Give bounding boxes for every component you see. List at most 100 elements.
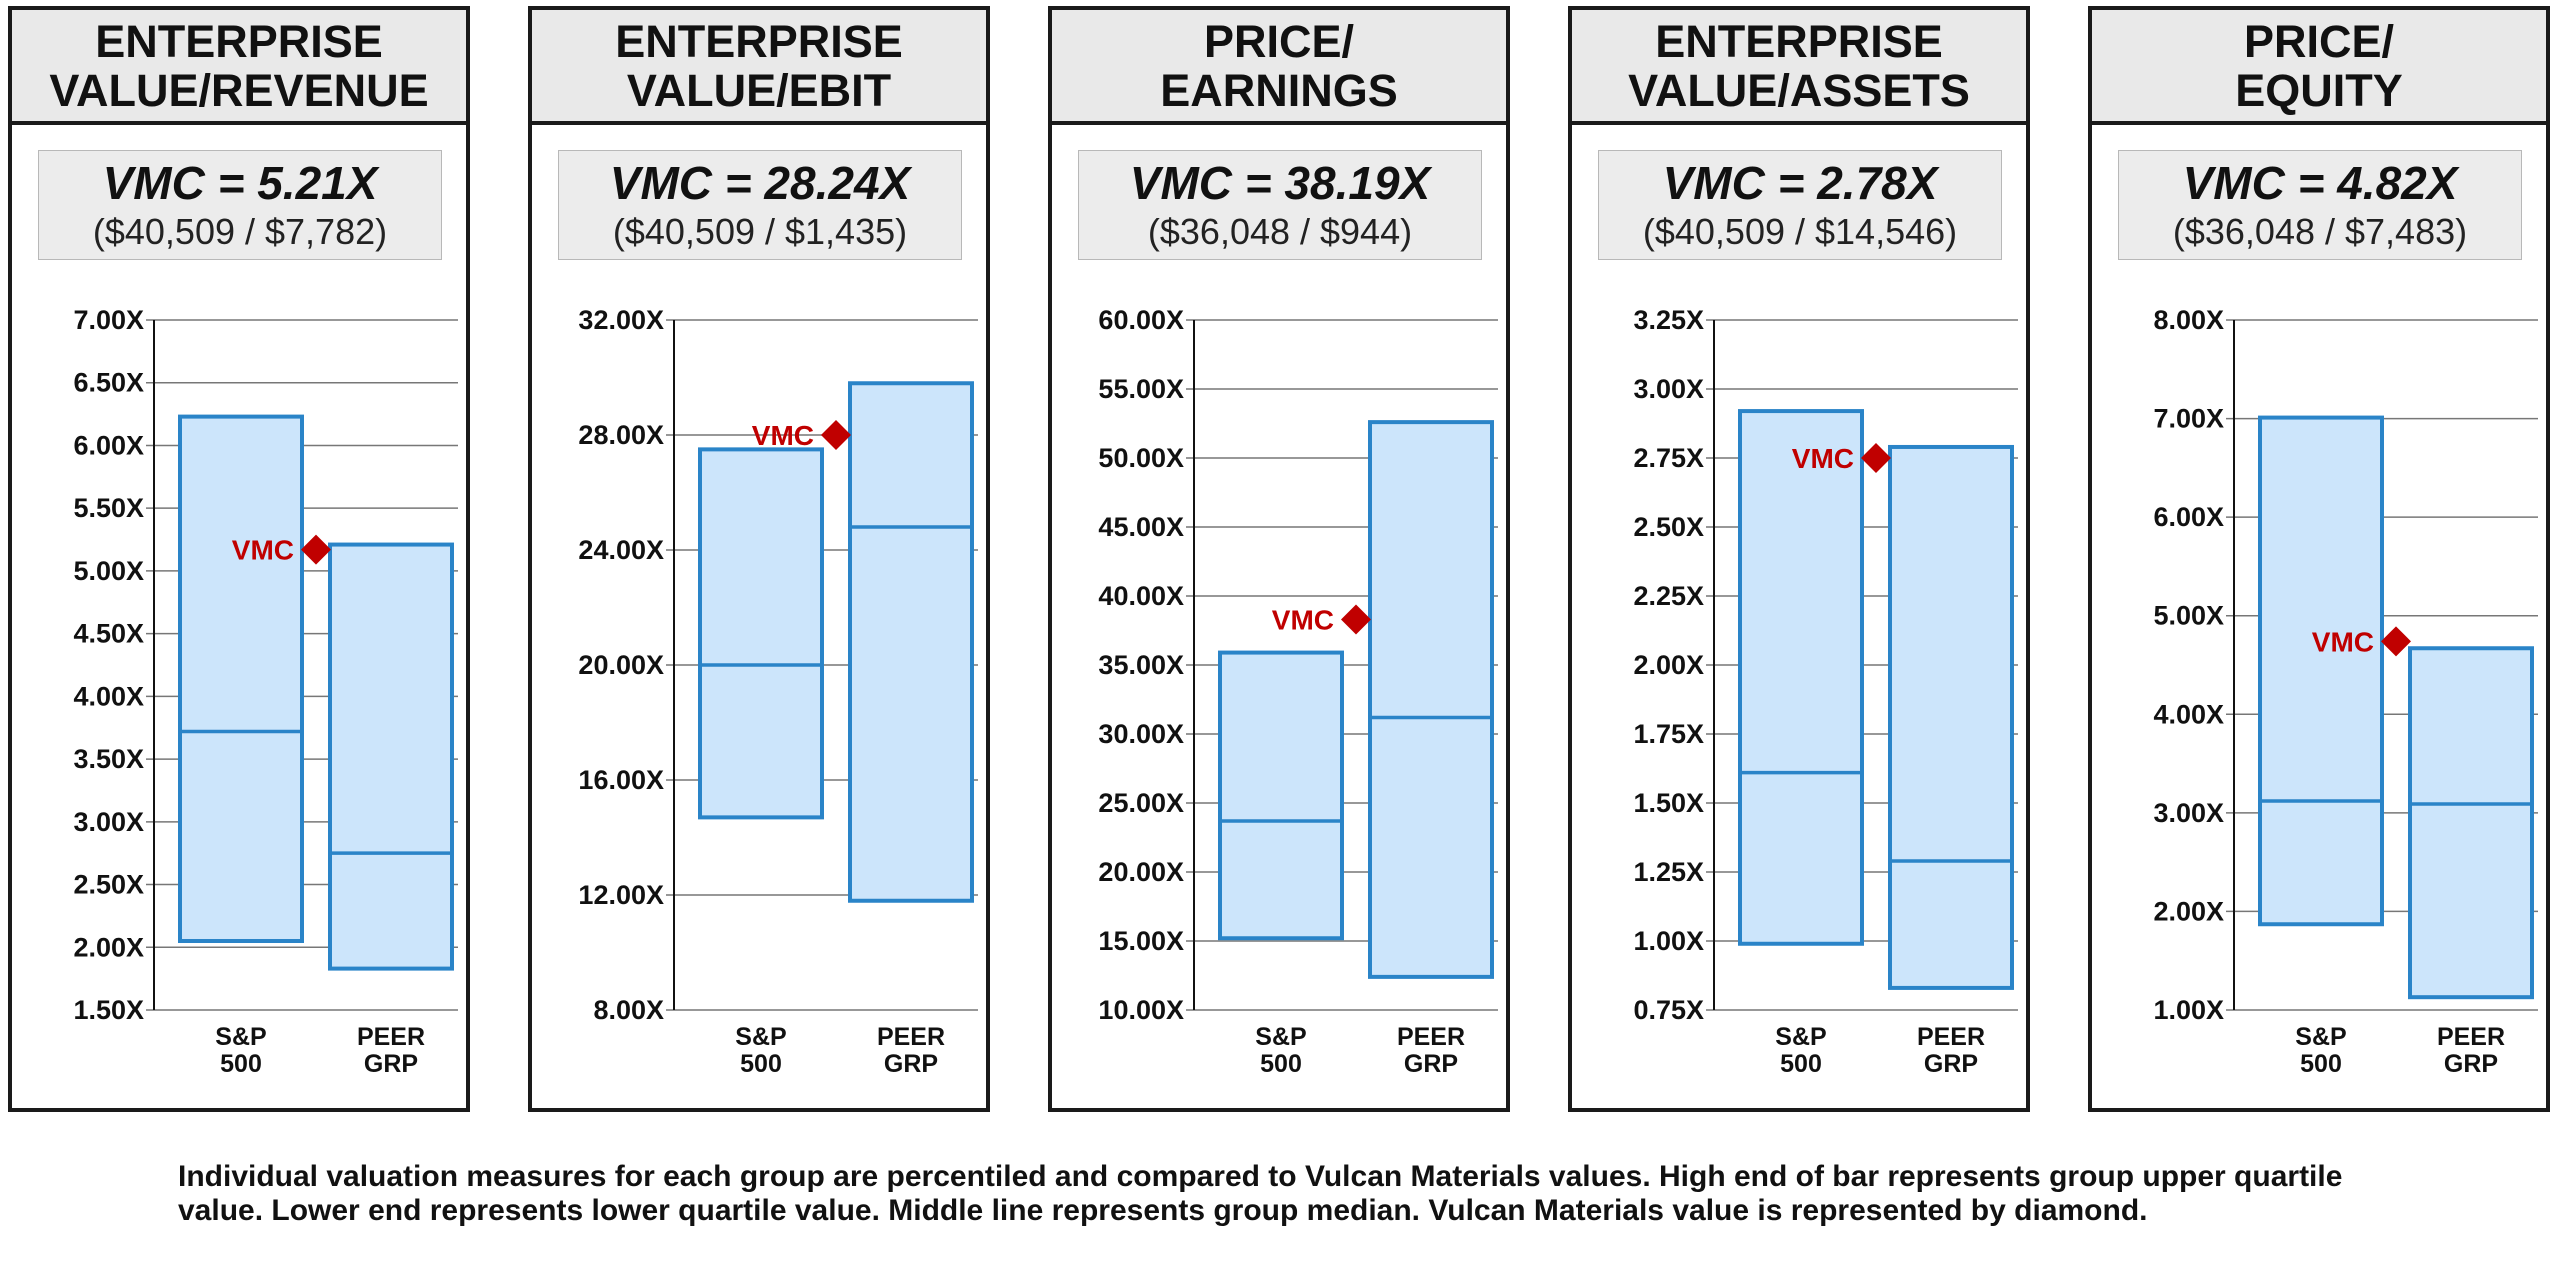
y-tick-label: 4.50X	[73, 619, 144, 649]
valuation-panel: ENTERPRISE VALUE/ASSETS VMC = 2.78X ($40,50…	[1568, 6, 2030, 1112]
y-tick-label: 15.00X	[1098, 926, 1184, 956]
y-tick-label: 1.75X	[1633, 719, 1704, 749]
y-tick-label: 12.00X	[578, 880, 664, 910]
quartile-bar	[328, 542, 454, 971]
y-tick-label: 2.00X	[2153, 896, 2224, 926]
panel-title: PRICE/EARNINGS	[1052, 10, 1506, 125]
y-tick-label: 5.50X	[73, 493, 144, 523]
y-tick-label: 5.00X	[73, 556, 144, 586]
box-chart: 0.75X 1.00X 1.25X 1.50X 1.75X 2.00X 2.25X 2.50X…	[1633, 305, 2018, 1078]
vmc-marker-label: VMC	[752, 420, 814, 451]
y-tick-label: 55.00X	[1098, 374, 1184, 404]
panel-title-line: PRICE/	[1203, 15, 1355, 67]
y-tick-label: 3.00X	[73, 807, 144, 837]
y-tick-label: 2.25X	[1633, 581, 1704, 611]
vmc-diamond-marker	[1341, 604, 1371, 635]
y-tick-label: 8.00X	[2153, 305, 2224, 335]
y-tick-label: 35.00X	[1098, 650, 1184, 680]
vmc-ratio-box: VMC = 2.78X ($40,509 / $14,546)	[1598, 150, 2002, 260]
panel-title: ENTERPRISE VALUE/ASSETS	[1572, 10, 2026, 125]
quartile-bar	[1218, 650, 1344, 941]
y-tick-label: 4.00X	[2153, 699, 2224, 729]
vmc-ratio-box: VMC = 38.19X ($36,048 / $944)	[1078, 150, 1482, 260]
y-tick-label: 2.75X	[1633, 443, 1704, 473]
y-tick-label: 1.50X	[73, 995, 144, 1025]
quartile-bar	[1888, 444, 2014, 990]
category-label: GRP	[1924, 1050, 1978, 1078]
category-label: 500	[1260, 1050, 1302, 1078]
y-tick-label: 2.00X	[1633, 650, 1704, 680]
vmc-ratio: VMC = 4.82X	[2182, 157, 2458, 209]
y-tick-label: 4.00X	[73, 681, 144, 711]
y-tick-label: 10.00X	[1098, 995, 1184, 1025]
y-tick-label: 2.50X	[1633, 512, 1704, 542]
y-tick-label: 1.50X	[1633, 788, 1704, 818]
y-tick-label: 6.50X	[73, 368, 144, 398]
box-chart: 10.00X 15.00X 20.00X 25.00X 30.00X 35.00X 40.0…	[1098, 305, 1498, 1078]
category-label: GRP	[364, 1050, 418, 1078]
y-tick-label: 20.00X	[578, 650, 664, 680]
y-tick-label: 1.00X	[2153, 995, 2224, 1025]
y-tick-label: 8.00X	[593, 995, 664, 1025]
vmc-marker-label: VMC	[1272, 604, 1334, 635]
quartile-bar	[698, 447, 824, 820]
category-label: PEER	[357, 1023, 425, 1051]
vmc-ratio: VMC = 38.19X	[1129, 157, 1431, 209]
vmc-diamond-marker	[821, 420, 851, 450]
box-chart: 8.00X 12.00X 16.00X 20.00X 24.00X 28.00X 32.00…	[578, 305, 978, 1078]
quartile-bar	[2408, 646, 2534, 1000]
valuation-panel: PRICE/EARNINGS VMC = 38.19X ($36,048 / $94…	[1048, 6, 1510, 1112]
vmc-marker-label: VMC	[2312, 626, 2374, 657]
panel-title-line: VALUE/ASSETS	[1628, 64, 1970, 116]
category-label: 500	[2300, 1050, 2342, 1078]
category-label: S&P	[2295, 1023, 2346, 1051]
category-label: S&P	[1255, 1023, 1306, 1051]
vmc-ratio-box: VMC = 28.24X ($40,509 / $1,435)	[558, 150, 962, 260]
vmc-diamond-marker	[1861, 443, 1891, 473]
vmc-diamond-marker	[2381, 626, 2411, 657]
category-label: PEER	[1397, 1023, 1465, 1051]
y-tick-label: 20.00X	[1098, 857, 1184, 887]
vmc-ratio-box: VMC = 4.82X ($36,048 / $7,483)	[2118, 150, 2522, 260]
category-label: GRP	[1404, 1050, 1458, 1078]
footnote: Individual valuation measures for each g…	[178, 1160, 2343, 1227]
y-tick-label: 3.25X	[1633, 305, 1704, 335]
panel-title: ENTERPRISE VALUE/EBIT	[532, 10, 986, 125]
y-tick-label: 3.00X	[2153, 798, 2224, 828]
vmc-ratio-box: VMC = 5.21X ($40,509 / $7,782)	[38, 150, 442, 260]
y-tick-label: 25.00X	[1098, 788, 1184, 818]
vmc-calculation: ($36,048 / $7,483)	[2172, 211, 2468, 252]
vmc-calculation: ($40,509 / $14,546)	[1642, 211, 1958, 252]
vmc-calculation: ($40,509 / $1,435)	[612, 211, 908, 252]
vmc-ratio: VMC = 5.21X	[102, 157, 378, 209]
category-label: S&P	[1775, 1023, 1826, 1051]
category-label: 500	[220, 1050, 262, 1078]
y-tick-label: 6.00X	[73, 430, 144, 460]
panel-title-line: PRICE/	[2243, 15, 2395, 67]
category-label: 500	[740, 1050, 782, 1078]
category-label: PEER	[2437, 1023, 2505, 1051]
category-label: S&P	[735, 1023, 786, 1051]
panel-title-line: EQUITY	[2235, 64, 2403, 116]
panel-title: PRICE/EQUITY	[2092, 10, 2546, 125]
y-tick-label: 7.00X	[73, 305, 144, 335]
category-label: PEER	[877, 1023, 945, 1051]
y-tick-label: 60.00X	[1098, 305, 1184, 335]
y-tick-label: 45.00X	[1098, 512, 1184, 542]
y-tick-label: 6.00X	[2153, 502, 2224, 532]
y-tick-label: 16.00X	[578, 765, 664, 795]
category-label: S&P	[215, 1023, 266, 1051]
vmc-diamond-marker	[301, 534, 331, 565]
y-tick-label: 28.00X	[578, 420, 664, 450]
y-tick-label: 32.00X	[578, 305, 664, 335]
vmc-ratio: VMC = 28.24X	[609, 157, 911, 209]
y-tick-label: 2.50X	[73, 870, 144, 900]
panel-title-line: VALUE/EBIT	[626, 64, 892, 116]
category-label: GRP	[884, 1050, 938, 1078]
vmc-ratio: VMC = 2.78X	[1662, 157, 1938, 209]
y-tick-label: 24.00X	[578, 535, 664, 565]
quartile-bar	[848, 381, 974, 903]
y-tick-label: 3.50X	[73, 744, 144, 774]
panel-title-line: ENTERPRISE	[615, 15, 903, 67]
y-tick-label: 40.00X	[1098, 581, 1184, 611]
